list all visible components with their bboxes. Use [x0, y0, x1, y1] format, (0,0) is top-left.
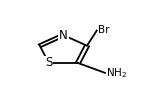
- Text: Br: Br: [98, 25, 110, 35]
- Text: NH$_2$: NH$_2$: [107, 66, 128, 80]
- Text: S: S: [45, 56, 52, 70]
- Text: N: N: [59, 29, 68, 42]
